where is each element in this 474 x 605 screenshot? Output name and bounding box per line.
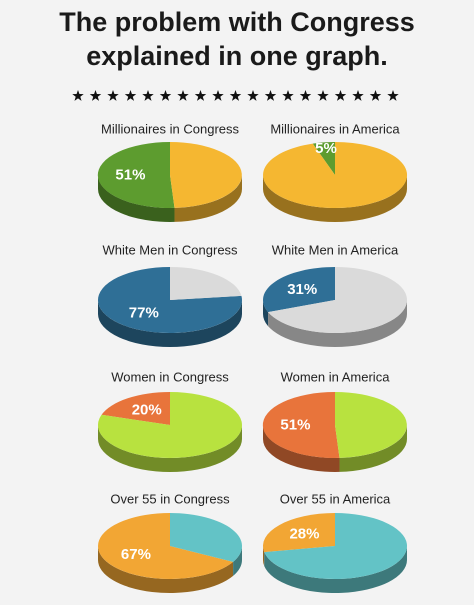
star	[369, 90, 382, 101]
pie-title: White Men in America	[272, 242, 399, 257]
pie-slice	[97, 141, 175, 208]
pie-side	[268, 300, 407, 347]
pie-title: Women in Congress	[111, 369, 229, 384]
pie-slice	[268, 266, 408, 333]
pie-side	[339, 425, 407, 472]
star	[334, 90, 347, 101]
title-line: explained in one graph.	[86, 41, 388, 71]
pie-side	[263, 425, 340, 472]
star	[387, 90, 399, 101]
star	[212, 90, 224, 101]
star	[107, 90, 119, 101]
pie-slice	[264, 513, 408, 580]
title-line: The problem with Congress	[59, 7, 415, 37]
star	[282, 90, 294, 101]
star	[124, 90, 137, 101]
star	[299, 90, 312, 101]
value-label: 31%	[287, 281, 317, 298]
pie-title: Over 55 in Congress	[110, 491, 230, 506]
pie-slice	[97, 513, 234, 579]
star	[194, 90, 207, 101]
value-label: 20%	[132, 401, 162, 418]
pie-slice	[170, 142, 242, 208]
pie-slice	[263, 513, 335, 553]
pie-slice	[170, 513, 242, 562]
value-label: 5%	[315, 140, 337, 157]
star	[352, 90, 364, 101]
star	[264, 90, 277, 101]
pie-side	[98, 175, 175, 222]
pie-side	[263, 300, 269, 327]
pie-slice	[335, 392, 407, 458]
pie-side	[174, 175, 242, 222]
star	[89, 90, 102, 101]
value-label: 51%	[115, 167, 145, 184]
pie-side	[264, 546, 407, 593]
value-label: 67%	[121, 546, 151, 563]
pie-slice	[262, 391, 340, 458]
pie-slice	[170, 267, 242, 300]
star	[72, 90, 84, 101]
star	[229, 90, 242, 101]
star	[317, 90, 329, 101]
star	[142, 90, 154, 101]
value-label: 77%	[129, 305, 159, 322]
pie-slice	[312, 142, 335, 175]
pie-side	[98, 546, 234, 593]
star	[159, 90, 172, 101]
value-label: 28%	[289, 525, 319, 542]
pie-side	[263, 175, 407, 222]
value-label: 51%	[280, 417, 310, 434]
pie-slice	[263, 267, 335, 313]
pie-slice	[97, 392, 242, 459]
pie-side	[98, 425, 242, 472]
pie-title: Over 55 in America	[280, 491, 391, 506]
pie-slice	[263, 142, 408, 208]
pie-title: Women in America	[281, 369, 391, 384]
pie-slice	[97, 267, 242, 333]
pie-slice	[101, 392, 170, 425]
pie-title: Millionaires in America	[270, 121, 400, 136]
pie-title: White Men in Congress	[102, 242, 238, 257]
pie-title: Millionaires in Congress	[101, 121, 239, 136]
pie-side	[233, 546, 242, 576]
star-divider	[72, 90, 399, 101]
pie-side	[98, 300, 242, 347]
star	[177, 90, 189, 101]
star	[247, 90, 259, 101]
pie-side	[263, 546, 265, 567]
